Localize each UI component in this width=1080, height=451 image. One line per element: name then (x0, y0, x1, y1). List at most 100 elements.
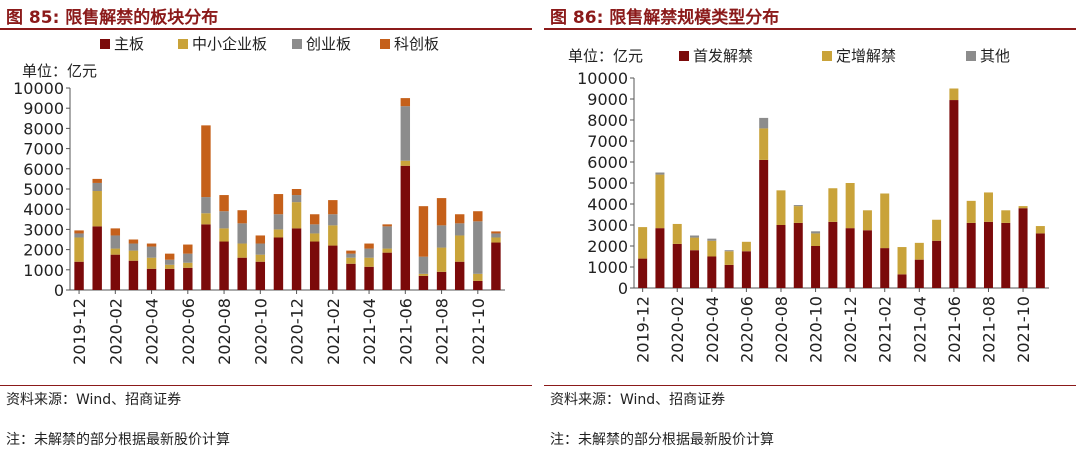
bar-segment (328, 214, 338, 226)
bar-segment (346, 257, 356, 264)
x-tick-label: 2021-02 (324, 298, 343, 365)
bar-segment (74, 237, 84, 262)
chart-panel-86: 图 86: 限售解禁规模类型分布 单位：亿元 首发解禁 定增解禁 其他 0 1000 200… (544, 0, 1076, 451)
bar-segment (255, 235, 266, 244)
title-divider (0, 28, 532, 30)
bar-segment (491, 233, 501, 238)
bar-segment (707, 238, 717, 241)
bar-segment (183, 253, 193, 263)
legend-swatch (380, 39, 390, 49)
bar-segment (146, 268, 157, 290)
bar-segment (219, 211, 229, 229)
bar-segment (92, 226, 102, 290)
bar-segment (473, 221, 483, 274)
bar-segment (382, 226, 392, 249)
bar-segment (110, 235, 121, 249)
legend-swatch (679, 51, 689, 61)
bar-segment (92, 178, 102, 183)
bar-segment (811, 246, 821, 288)
bar-segment (128, 239, 139, 244)
bar-segment (255, 243, 266, 255)
bar-segment (793, 222, 803, 288)
bar-segment (146, 243, 157, 247)
x-tick-label: 2020-06 (737, 296, 756, 363)
bar-segment (949, 88, 959, 101)
x-tick-label: 2021-08 (433, 298, 452, 365)
x-tick-label: 2020-02 (668, 296, 687, 363)
bar-segment (110, 248, 121, 255)
y-tick-label: 7000 (23, 140, 64, 159)
bar-segment (741, 251, 751, 288)
bar-segment (237, 243, 247, 258)
y-tick-label: 8000 (587, 111, 628, 130)
bar-segment (418, 273, 429, 276)
unit-label: 单位：亿元 (568, 47, 643, 65)
x-tick-label: 2020-12 (288, 298, 307, 365)
bar-segment (759, 128, 769, 160)
bar-segment (219, 195, 229, 212)
bar-segment (201, 125, 211, 198)
bar-segment (400, 160, 411, 166)
bar-segment (1035, 233, 1045, 288)
y-tick-label: 9000 (587, 90, 628, 109)
bar-segment (328, 245, 338, 290)
x-tick-label: 2020-04 (143, 298, 162, 365)
y-tick-label: 3000 (23, 220, 64, 239)
bar-segment (92, 191, 102, 227)
x-tick-label: 2020-04 (703, 296, 722, 363)
bar-segment (164, 264, 175, 269)
bar-segment (436, 198, 447, 226)
bar-segment (418, 256, 429, 274)
bar-segment (862, 230, 872, 288)
y-tick-label: 4000 (587, 195, 628, 214)
y-tick-label: 2000 (587, 237, 628, 256)
bar-segment (346, 263, 356, 290)
legend-label: 创业板 (306, 35, 351, 53)
x-tick-label: 2020-06 (179, 298, 198, 365)
bar-segment (655, 174, 665, 229)
bar-segment (741, 241, 751, 252)
bar-segment (880, 248, 890, 288)
bar-segment (776, 190, 786, 225)
source-note: 资料来源：Wind、招商证券 (550, 392, 726, 408)
bar-segment (880, 193, 890, 249)
x-tick-label: 2020-12 (841, 296, 860, 363)
legend-swatch (822, 51, 832, 61)
bar-segment (491, 237, 501, 243)
bar-segment (364, 248, 374, 258)
bar-segment (74, 230, 84, 234)
bar-segment (400, 165, 411, 290)
bar-segment (473, 280, 483, 290)
bar-segment (328, 225, 338, 246)
bar-segment (128, 243, 139, 251)
chart-panel-85: 图 85: 限售解禁的板块分布 单位：亿元 主板 中小企业板 创业板 科创板 0 1000 2… (0, 0, 532, 451)
bar-segment (309, 241, 320, 290)
bar-segment (219, 228, 229, 242)
bar-segment (932, 240, 942, 288)
bar-segment (382, 252, 392, 290)
legend-swatch (178, 39, 188, 49)
bar-segment (237, 210, 247, 224)
bar-segment (811, 233, 821, 246)
bar-segment (793, 206, 803, 223)
legend-swatch (100, 39, 110, 49)
bar-segment (932, 219, 942, 241)
bar-segment (454, 223, 465, 236)
bar-segment (914, 259, 924, 288)
bar-segment (309, 233, 320, 242)
bar-segment (845, 228, 855, 288)
y-tick-label: 3000 (587, 216, 628, 235)
chart-title: 图 85: 限售解禁的板块分布 (6, 8, 219, 28)
x-tick-label: 2021-06 (396, 298, 415, 365)
x-tick-label: 2020-08 (772, 296, 791, 363)
bar-segment (255, 261, 266, 290)
bar-segment (1001, 210, 1011, 223)
x-tick-label: 2021-08 (979, 296, 998, 363)
bar-segment (1018, 206, 1028, 209)
bar-segment (382, 224, 392, 227)
bar-segment (273, 194, 284, 215)
y-tick-label: 8000 (23, 119, 64, 138)
bar-segment (966, 222, 976, 288)
bar-segment (400, 98, 411, 107)
bar-segment (110, 228, 121, 236)
